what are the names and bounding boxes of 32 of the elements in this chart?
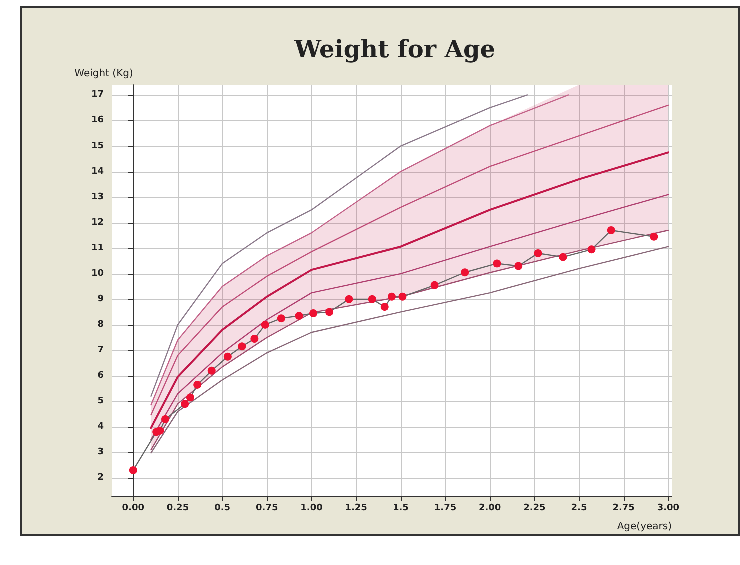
y-tick-label: 8	[98, 320, 104, 330]
y-tick-label: 15	[91, 141, 104, 152]
x-tick-label: 1.25	[345, 504, 368, 514]
x-tick-label: 0.25	[166, 504, 190, 514]
y-tick-label: 3	[98, 448, 104, 458]
y-tick-label: 7	[98, 345, 104, 356]
y-tick-label: 5	[98, 396, 104, 407]
y-tick-label: 16	[91, 116, 104, 126]
y-axis-title: Weight (Kg)	[74, 68, 134, 80]
x-tick-label: 2.25	[524, 504, 546, 514]
x-axis-title: Age(years)	[617, 522, 672, 532]
y-tick-label: 4	[98, 422, 104, 432]
x-tick-label: 1.75	[434, 504, 457, 514]
y-tick-label: 13	[91, 192, 104, 202]
x-tick-label: 2.5	[571, 504, 588, 514]
x-tick-label: 1.00	[300, 504, 323, 514]
x-tick-label: 1.5	[392, 504, 409, 514]
y-tick-label: 12	[91, 218, 104, 228]
chart-title: Weight for Age	[293, 34, 496, 64]
y-tick-label: 9	[98, 294, 104, 304]
x-tick-label: 2.00	[478, 504, 502, 514]
x-tick-label: 3.00	[657, 504, 680, 514]
x-tick-label: 2.75	[612, 504, 635, 514]
y-tick-label: 10	[91, 268, 104, 279]
y-tick-label: 11	[91, 243, 104, 254]
y-tick-label: 14	[91, 166, 104, 177]
x-tick-label: 0.00	[122, 504, 145, 514]
y-tick-label: 6	[98, 371, 104, 382]
y-tick-label: 17	[91, 90, 104, 100]
y-tick-label: 2	[98, 473, 104, 484]
x-tick-label: 0.75	[256, 504, 278, 514]
x-tick-label: 0.5	[214, 504, 231, 514]
